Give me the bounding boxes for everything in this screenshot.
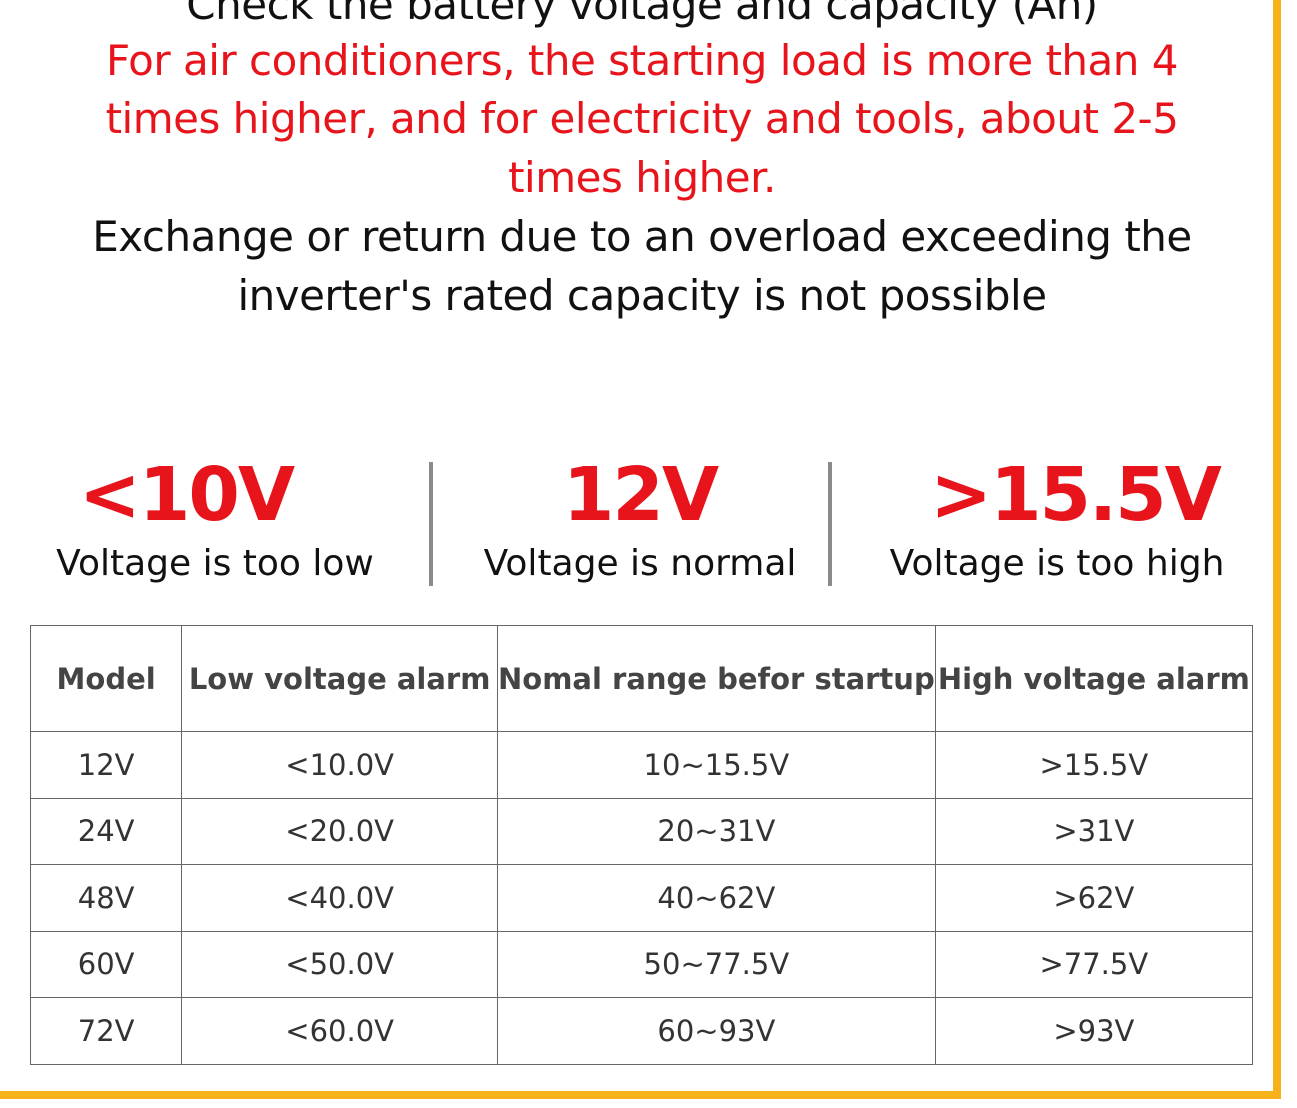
high-voltage-value: >15.5V [930, 452, 1222, 538]
warning-line-2: times higher, and for electricity and to… [105, 94, 1179, 143]
cell-model: 60V [29, 930, 183, 998]
normal-voltage-value: 12V [562, 452, 719, 538]
cell-low: <20.0V [181, 797, 499, 865]
cell-range: 60~93V [497, 997, 936, 1065]
cell-low: <40.0V [181, 864, 499, 932]
notice-line-2: inverter's rated capacity is not possibl… [237, 271, 1047, 320]
cell-low: <60.0V [181, 997, 499, 1065]
cell-low: <10.0V [181, 731, 499, 799]
cell-model: 48V [29, 864, 183, 932]
notice-line-1: Exchange or return due to an overload ex… [92, 212, 1192, 261]
table-row: 24V <20.0V 20~31V >31V [29, 797, 1254, 865]
low-voltage-label: Voltage is too low [56, 543, 374, 584]
divider [828, 462, 832, 586]
warning-line-3: times higher. [508, 153, 776, 202]
cell-low: <50.0V [181, 930, 499, 998]
table-row: 12V <10.0V 10~15.5V >15.5V [29, 731, 1254, 799]
low-voltage-value: <10V [78, 452, 295, 538]
high-voltage-label: Voltage is too high [889, 543, 1225, 584]
cell-high: >93V [934, 997, 1254, 1065]
header-low-alarm: Low voltage alarm [181, 625, 499, 732]
table-row: 72V <60.0V 60~93V >93V [29, 997, 1254, 1065]
cell-model: 24V [29, 797, 183, 865]
warning-line-1: For air conditioners, the starting load … [106, 36, 1178, 85]
cell-high: >31V [934, 797, 1254, 865]
header-model: Model [29, 625, 183, 732]
cell-high: >15.5V [934, 731, 1254, 799]
table-row: 60V <50.0V 50~77.5V >77.5V [29, 930, 1254, 998]
normal-voltage-label: Voltage is normal [483, 543, 797, 584]
cell-range: 40~62V [497, 864, 936, 932]
cell-range: 20~31V [497, 797, 936, 865]
table-row: 48V <40.0V 40~62V >62V [29, 864, 1254, 932]
table-header-row: Model Low voltage alarm Nomal range befo… [29, 625, 1254, 732]
cell-high: >77.5V [934, 930, 1254, 998]
divider [429, 462, 433, 586]
cell-model: 12V [29, 731, 183, 799]
cell-model: 72V [29, 997, 183, 1065]
heading: Check the battery voltage and capacity (… [186, 0, 1098, 29]
header-high-alarm: High voltage alarm [934, 625, 1254, 732]
header-normal-range: Nomal range befor startup [497, 625, 936, 732]
cell-range: 50~77.5V [497, 930, 936, 998]
cell-range: 10~15.5V [497, 731, 936, 799]
cell-high: >62V [934, 864, 1254, 932]
orange-frame [0, 0, 1281, 1099]
voltage-table: Model Low voltage alarm Nomal range befo… [29, 625, 1254, 1065]
